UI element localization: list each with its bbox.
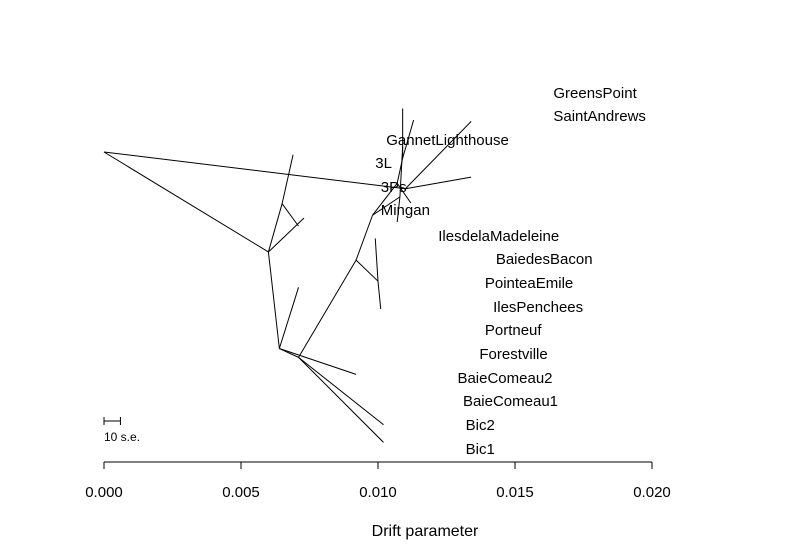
tree-edge: [103, 151, 269, 253]
leaf-label: BaiedesBacon: [496, 251, 593, 268]
tree-edge: [267, 251, 280, 349]
x-tick-label: 0.010: [359, 484, 397, 501]
tree-edge: [103, 151, 406, 190]
leaf-edge: [298, 356, 384, 426]
leaf-label: 3Ps: [381, 179, 407, 196]
x-axis: 0.000 0.005 0.010 0.015 0.020: [85, 461, 671, 501]
leaf-edge: [405, 121, 472, 190]
tree-edge: [372, 182, 398, 216]
leaf-edge: [279, 348, 357, 375]
leaf-label: IlesdelaMadeleine: [438, 228, 559, 245]
leaf-label: GreensPoint: [553, 85, 637, 102]
tree-edge: [372, 196, 401, 216]
scale-bar: 10 s.e.: [103, 417, 140, 444]
x-tick-label: 0.005: [222, 484, 260, 501]
leaf-edge: [268, 217, 305, 253]
leaf-label: PointeaEmile: [485, 275, 573, 292]
leaf-edge: [281, 154, 294, 204]
leaf-label: BaieComeau1: [463, 393, 558, 410]
tree-edge: [298, 259, 357, 358]
leaf-label: SaintAndrews: [553, 108, 646, 125]
leaf-edge: [298, 357, 384, 443]
x-tick-label: 0.000: [85, 484, 123, 501]
tree-edge: [355, 215, 373, 261]
tree-edge: [355, 259, 379, 282]
leaf-label: Bic2: [466, 417, 495, 434]
leaf-edge: [377, 281, 382, 310]
leaf-edge: [374, 238, 379, 282]
leaf-label: GannetLighthouse: [386, 132, 509, 149]
x-tick-label: 0.020: [633, 484, 671, 501]
leaf-labels: GreensPoint SaintAndrews GannetLighthouse 3…: [375, 85, 646, 458]
scale-bar-label: 10 s.e.: [104, 430, 140, 444]
x-tick-label: 0.015: [496, 484, 534, 501]
leaf-label: 3L: [375, 155, 392, 172]
leaf-edge: [281, 203, 299, 227]
leaf-edge: [399, 146, 404, 197]
x-axis-title: Drift parameter: [372, 523, 479, 540]
leaf-label: Portneuf: [485, 322, 543, 339]
leaf-label: BaieComeau2: [457, 370, 552, 387]
tree-edge: [267, 203, 283, 253]
tree-edges: [103, 108, 472, 443]
leaf-label: Bic1: [466, 441, 495, 458]
leaf-edge: [396, 196, 401, 223]
leaf-label: IlesPenchees: [493, 299, 583, 316]
leaf-edge: [405, 176, 472, 190]
leaf-edge: [402, 119, 415, 159]
leaf-edge: [278, 287, 300, 349]
leaf-label: Mingan: [381, 202, 430, 219]
leaf-edge: [396, 182, 412, 204]
leaf-label: Forestville: [479, 346, 547, 363]
